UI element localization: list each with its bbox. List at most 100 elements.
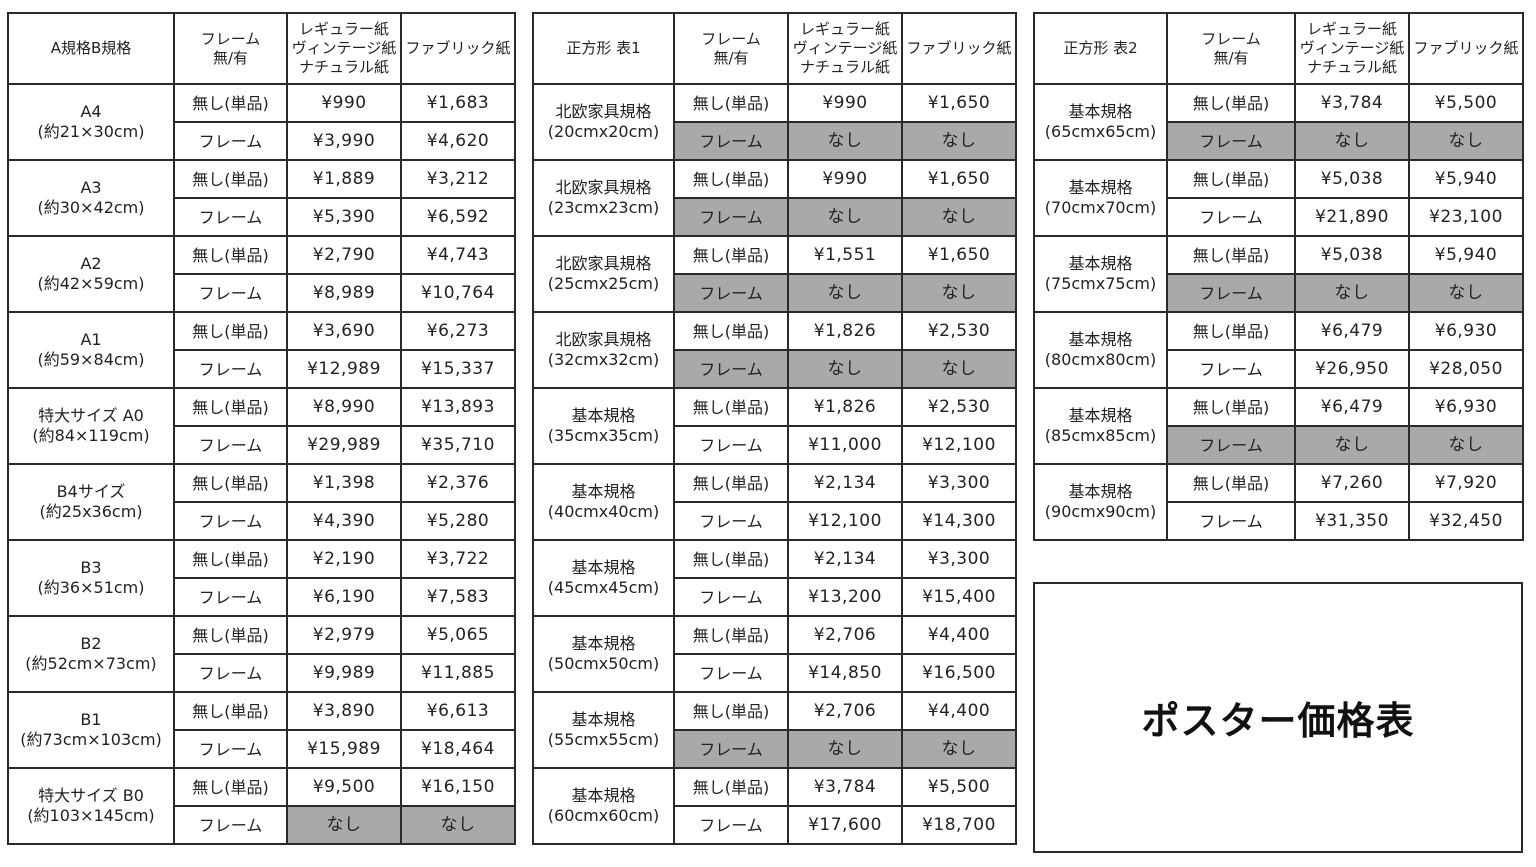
table-row: 基本規格 (75cmx75cm) 無し(単品) ¥5,038 ¥5,940 — [1033, 235, 1524, 313]
regular-paper-price: なし — [787, 197, 903, 237]
fabric-paper-price: ¥4,743 — [400, 235, 516, 275]
size-dimensions: (約59×84cm) — [37, 350, 145, 369]
table-row: B4サイズ (約25x36cm) 無し(単品) ¥1,398 ¥2,376 — [7, 463, 516, 541]
regular-paper-price: ¥5,038 — [1294, 159, 1410, 199]
fabric-paper-price: ¥4,620 — [400, 121, 516, 161]
frame-option: 無し(単品) — [1166, 83, 1296, 123]
fabric-paper-price: ¥32,450 — [1408, 501, 1524, 541]
regular-paper-price: なし — [1294, 425, 1410, 465]
frame-option: 無し(単品) — [673, 387, 789, 427]
regular-paper-price: ¥9,989 — [286, 653, 402, 693]
size-dimensions: (約42×59cm) — [37, 274, 145, 293]
size-name: 基本規格 — [571, 558, 636, 577]
fabric-paper-price: ¥11,885 — [400, 653, 516, 693]
regular-paper-price: ¥17,600 — [787, 805, 903, 845]
regular-paper-price: ¥990 — [787, 83, 903, 123]
fabric-paper-price: ¥3,722 — [400, 539, 516, 579]
table-row: フレーム ¥14,850 ¥16,500 — [533, 653, 1017, 693]
fabric-paper-price: なし — [901, 273, 1017, 313]
table-row: フレーム なし なし — [533, 197, 1017, 237]
regular-paper-price: なし — [787, 729, 903, 769]
column-header: A規格B規格 — [7, 12, 175, 85]
size-label: 基本規格 (55cmx55cm) — [532, 691, 675, 769]
size-label: A4 (約21×30cm) — [7, 83, 175, 161]
size-dimensions: (70cmx70cm) — [1044, 198, 1157, 217]
table-row: 基本規格 (50cmx50cm) 無し(単品) ¥2,706 ¥4,400 — [532, 615, 1017, 693]
frame-option: フレーム — [173, 273, 288, 313]
fabric-paper-price: ¥1,650 — [901, 159, 1017, 199]
table-row: A1 (約59×84cm) 無し(単品) ¥3,690 ¥6,273 — [7, 311, 516, 389]
size-dimensions: (40cmx40cm) — [547, 502, 660, 521]
frame-option: フレーム — [673, 653, 789, 693]
fabric-paper-price: ¥10,764 — [400, 273, 516, 313]
size-label: 特大サイズ B0 (約103×145cm) — [7, 767, 175, 845]
regular-paper-price: ¥12,100 — [787, 501, 903, 541]
size-dimensions: (約84×119cm) — [32, 426, 150, 445]
fabric-paper-price: なし — [1408, 273, 1524, 313]
size-label: A2 (約42×59cm) — [7, 235, 175, 313]
size-dimensions: (約52cm×73cm) — [25, 654, 157, 673]
size-dimensions: (20cmx20cm) — [547, 122, 660, 141]
regular-paper-price: ¥29,989 — [286, 425, 402, 465]
table-row: 北欧家具規格 (23cmx23cm) 無し(単品) ¥990 ¥1,650 — [532, 159, 1017, 237]
frame-option: 無し(単品) — [1166, 159, 1296, 199]
frame-option: 無し(単品) — [173, 387, 288, 427]
fabric-paper-price: なし — [400, 805, 516, 845]
frame-option: 無し(単品) — [673, 83, 789, 123]
frame-option: 無し(単品) — [673, 463, 789, 503]
fabric-paper-price: なし — [901, 121, 1017, 161]
regular-paper-price: ¥6,479 — [1294, 387, 1410, 427]
table-row: フレーム ¥3,990 ¥4,620 — [8, 121, 516, 161]
regular-paper-price: ¥3,690 — [286, 311, 402, 351]
frame-option: フレーム — [673, 121, 789, 161]
title-box: ポスター価格表 — [1033, 582, 1523, 853]
frame-option: 無し(単品) — [1166, 311, 1296, 351]
frame-option: 無し(単品) — [173, 539, 288, 579]
fabric-paper-price: ¥4,400 — [901, 691, 1017, 731]
fabric-paper-price: なし — [901, 349, 1017, 389]
size-label: 基本規格 (90cmx90cm) — [1033, 463, 1168, 541]
size-name: 基本規格 — [571, 482, 636, 501]
regular-paper-price: ¥26,950 — [1294, 349, 1410, 389]
frame-option: 無し(単品) — [173, 463, 288, 503]
fabric-paper-price: ¥2,530 — [901, 387, 1017, 427]
size-dimensions: (約36×51cm) — [37, 578, 145, 597]
regular-paper-price: ¥8,989 — [286, 273, 402, 313]
frame-option: フレーム — [173, 805, 288, 845]
size-name: 北欧家具規格 — [555, 178, 652, 197]
regular-paper-price: なし — [1294, 273, 1410, 313]
frame-option: フレーム — [1166, 121, 1296, 161]
regular-paper-price: なし — [787, 349, 903, 389]
table-row: 基本規格 (40cmx40cm) 無し(単品) ¥2,134 ¥3,300 — [532, 463, 1017, 541]
frame-option: フレーム — [673, 273, 789, 313]
size-label: 北欧家具規格 (25cmx25cm) — [532, 235, 675, 313]
header-row: 正方形 表1 フレーム 無/有 レギュラー紙 ヴィンテージ紙 ナチュラル紙 ファブリッ… — [532, 12, 1017, 85]
table-row: B2 (約52cm×73cm) 無し(単品) ¥2,979 ¥5,065 — [7, 615, 516, 693]
regular-paper-price: ¥3,784 — [787, 767, 903, 807]
fabric-paper-price: ¥5,940 — [1408, 159, 1524, 199]
frame-option: 無し(単品) — [173, 311, 288, 351]
frame-option: 無し(単品) — [173, 691, 288, 731]
fabric-paper-price: ¥5,065 — [400, 615, 516, 655]
size-dimensions: (50cmx50cm) — [547, 654, 660, 673]
frame-option: フレーム — [173, 577, 288, 617]
regular-paper-price: ¥2,790 — [286, 235, 402, 275]
column-header: ファブリック紙 — [901, 12, 1017, 85]
frame-option: 無し(単品) — [673, 539, 789, 579]
frame-option: 無し(単品) — [173, 159, 288, 199]
price-table-ab-sizes: A規格B規格 フレーム 無/有 レギュラー紙 ヴィンテージ紙 ナチュラル紙 ファブリッ… — [7, 12, 516, 845]
frame-option: 無し(単品) — [173, 615, 288, 655]
regular-paper-price: ¥990 — [286, 83, 402, 123]
size-name: 特大サイズ A0 — [38, 406, 144, 425]
regular-paper-price: ¥1,398 — [286, 463, 402, 503]
table-row: フレーム ¥13,200 ¥15,400 — [533, 577, 1017, 617]
table-row: フレーム ¥4,390 ¥5,280 — [8, 501, 516, 541]
column-header: フレーム 無/有 — [673, 12, 789, 85]
fabric-paper-price: ¥3,300 — [901, 539, 1017, 579]
table-row: B3 (約36×51cm) 無し(単品) ¥2,190 ¥3,722 — [7, 539, 516, 617]
size-dimensions: (約21×30cm) — [37, 122, 145, 141]
fabric-paper-price: ¥6,930 — [1408, 387, 1524, 427]
regular-paper-price: ¥7,260 — [1294, 463, 1410, 503]
regular-paper-price: ¥31,350 — [1294, 501, 1410, 541]
frame-option: フレーム — [673, 805, 789, 845]
